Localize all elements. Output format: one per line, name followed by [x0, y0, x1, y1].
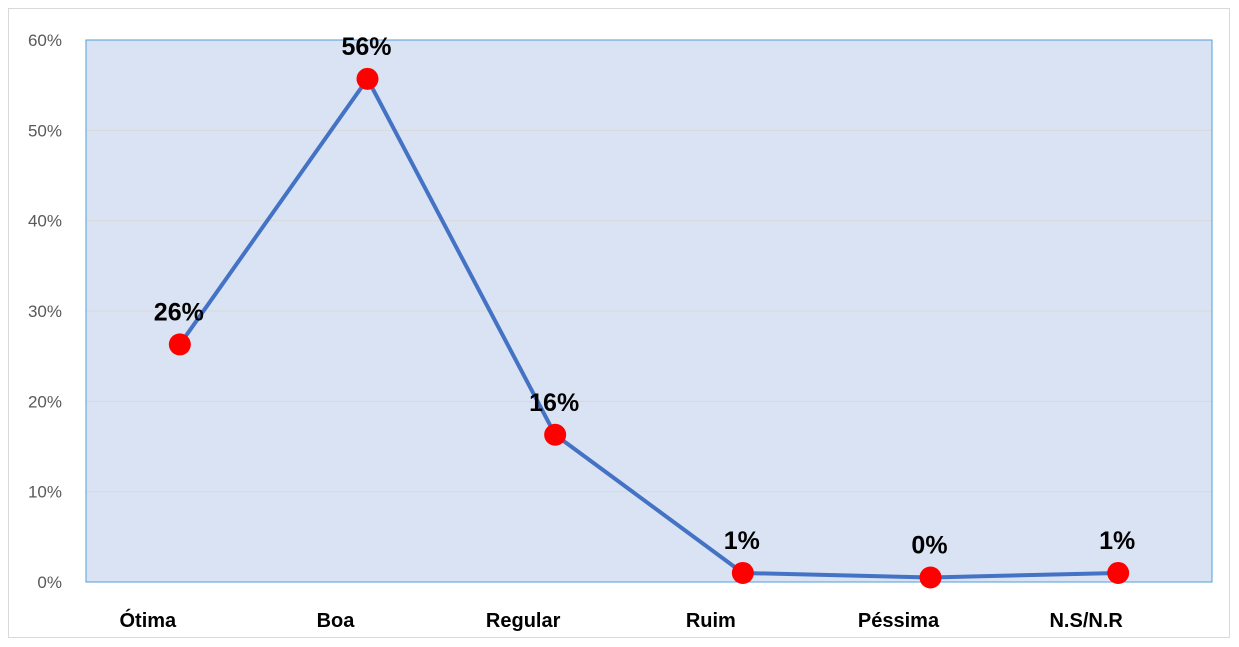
- data-label: 1%: [1099, 527, 1135, 555]
- data-label: 16%: [529, 389, 579, 417]
- data-point: [544, 423, 567, 446]
- data-label: 56%: [341, 33, 391, 61]
- y-tick-label: 50%: [28, 121, 62, 140]
- y-tick-label: 10%: [28, 483, 62, 502]
- y-tick-label: 30%: [28, 302, 62, 321]
- x-tick-label: Regular: [486, 610, 561, 632]
- x-tick-label: Boa: [317, 610, 356, 632]
- y-tick-label: 20%: [28, 392, 62, 411]
- data-point: [731, 561, 754, 584]
- data-label: 1%: [724, 527, 760, 555]
- data-point: [1107, 561, 1130, 584]
- data-point: [919, 566, 942, 589]
- x-tick-label: N.S/N.R: [1049, 610, 1123, 632]
- data-point: [168, 333, 191, 356]
- data-point: [356, 67, 379, 90]
- y-tick-label: 60%: [28, 31, 62, 50]
- y-tick-label: 40%: [28, 212, 62, 231]
- data-label: 26%: [154, 298, 204, 326]
- plot-border: [85, 39, 1213, 583]
- x-tick-label: Péssima: [858, 610, 940, 632]
- series-line: [178, 76, 1119, 580]
- y-tick-label: 0%: [37, 573, 62, 592]
- x-tick-label: Ótima: [119, 608, 177, 632]
- data-label: 0%: [911, 531, 947, 559]
- x-tick-label: Ruim: [686, 610, 736, 632]
